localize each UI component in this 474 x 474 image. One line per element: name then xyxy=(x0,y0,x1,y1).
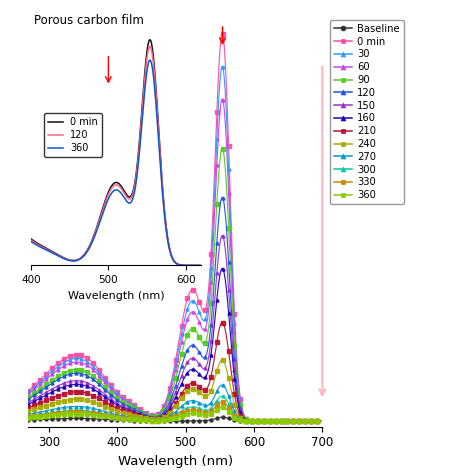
360 xyxy=(50,250,56,256)
120 xyxy=(50,250,56,255)
120 xyxy=(145,49,151,55)
0 min xyxy=(50,249,56,255)
0 min xyxy=(147,37,153,43)
360 xyxy=(89,241,94,246)
0 min xyxy=(89,239,94,245)
0 min xyxy=(102,200,108,206)
120 xyxy=(28,237,34,243)
120 xyxy=(163,220,168,226)
360 xyxy=(145,62,151,68)
120 xyxy=(214,263,220,268)
0 min xyxy=(145,42,151,48)
0 min xyxy=(163,219,168,225)
Text: Porous carbon film: Porous carbon film xyxy=(34,14,144,27)
360 xyxy=(214,263,220,268)
Line: 120: 120 xyxy=(31,46,217,265)
360 xyxy=(163,223,168,229)
360 xyxy=(147,57,153,63)
360 xyxy=(28,238,34,244)
120 xyxy=(164,228,169,234)
Legend: 0 min, 120, 360: 0 min, 120, 360 xyxy=(44,113,102,157)
360 xyxy=(164,230,169,236)
X-axis label: Wavelength (nm): Wavelength (nm) xyxy=(118,455,233,468)
0 min xyxy=(214,263,220,268)
0 min xyxy=(164,227,169,233)
0 min xyxy=(28,236,34,242)
120 xyxy=(147,44,153,49)
Line: 0 min: 0 min xyxy=(31,40,217,265)
120 xyxy=(89,239,94,245)
X-axis label: Wavelength (nm): Wavelength (nm) xyxy=(68,291,164,301)
Line: 360: 360 xyxy=(31,60,217,265)
120 xyxy=(102,202,108,208)
Legend: Baseline, 0 min, 30, 60, 90, 120, 150, 160, 210, 240, 270, 300, 330, 360: Baseline, 0 min, 30, 60, 90, 120, 150, 1… xyxy=(330,20,404,204)
360 xyxy=(102,206,108,211)
